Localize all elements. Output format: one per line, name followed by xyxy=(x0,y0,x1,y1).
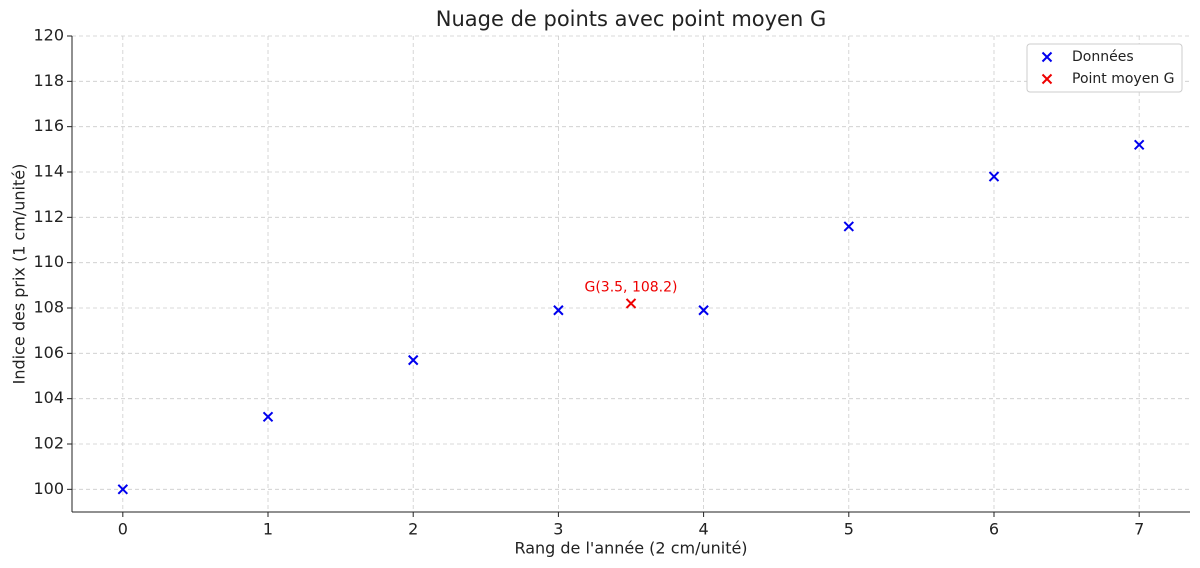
x-axis-label: Rang de l'année (2 cm/unité) xyxy=(514,539,747,558)
marker xyxy=(553,305,564,316)
y-tick-label: 100 xyxy=(33,479,64,498)
annotation: G(3.5, 108.2) xyxy=(584,279,677,295)
y-tick-label: 116 xyxy=(33,116,64,135)
marker-stroke xyxy=(117,484,129,495)
marker xyxy=(262,411,274,423)
marker-stroke xyxy=(408,354,419,366)
y-tick-label: 110 xyxy=(33,252,64,271)
x-tick-label: 4 xyxy=(699,520,709,539)
marker xyxy=(625,298,637,309)
marker xyxy=(843,221,854,232)
marker-stroke xyxy=(988,171,1000,182)
legend-label: Point moyen G xyxy=(1072,71,1174,87)
marker-stroke xyxy=(625,298,637,309)
marker xyxy=(1133,139,1145,151)
marker xyxy=(988,171,1000,182)
marker-stroke xyxy=(698,305,709,316)
y-tick-label: 118 xyxy=(33,71,64,90)
marker xyxy=(698,305,709,316)
y-tick-label: 114 xyxy=(33,162,64,181)
y-tick-label: 106 xyxy=(33,343,64,362)
x-tick-label: 3 xyxy=(553,520,563,539)
marker-stroke xyxy=(553,305,564,316)
legend-box xyxy=(1026,43,1183,93)
y-tick-label: 102 xyxy=(33,434,64,453)
x-tick-label: 2 xyxy=(408,520,418,539)
marker xyxy=(117,484,129,495)
y-tick-label: 112 xyxy=(33,207,64,226)
y-tick-label: 104 xyxy=(33,388,64,407)
marker-stroke xyxy=(1041,51,1053,63)
marker-stroke xyxy=(262,411,274,423)
marker xyxy=(408,354,419,366)
y-axis-label: Indice des prix (1 cm/unité) xyxy=(10,164,29,385)
marker-stroke xyxy=(1041,73,1053,85)
x-tick-label: 5 xyxy=(844,520,854,539)
marker-stroke xyxy=(843,221,854,232)
legend-label: Données xyxy=(1072,49,1134,65)
x-tick-label: 0 xyxy=(118,520,128,539)
marker xyxy=(1041,73,1053,85)
x-tick-label: 1 xyxy=(263,520,273,539)
y-tick-label: 108 xyxy=(33,298,64,317)
x-tick-label: 7 xyxy=(1134,520,1144,539)
marker xyxy=(1041,51,1053,63)
marker-stroke xyxy=(1133,139,1145,151)
x-tick-label: 6 xyxy=(989,520,999,539)
y-tick-label: 120 xyxy=(33,26,64,45)
chart-title: Nuage de points avec point moyen G xyxy=(436,7,827,31)
